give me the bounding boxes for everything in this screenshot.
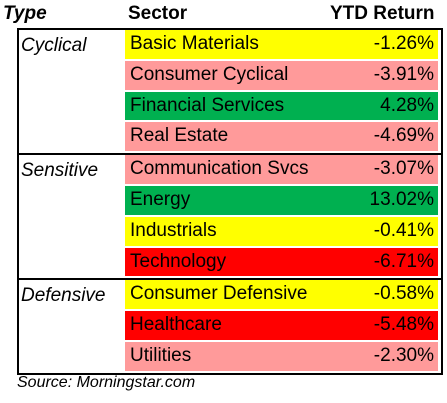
row-highlight <box>125 247 438 277</box>
ytd-return-value: -0.41% <box>373 219 434 241</box>
row-highlight <box>125 30 438 59</box>
group-type-label: Defensive <box>21 285 106 307</box>
table-row: Energy 13.02% <box>125 185 438 217</box>
table-row: Real Estate -4.69% <box>125 122 438 153</box>
table-row: Healthcare -5.48% <box>125 311 438 342</box>
row-highlight <box>125 341 438 371</box>
table-row: Industrials -0.41% <box>125 216 438 248</box>
sector-name: Consumer Defensive <box>130 283 308 305</box>
group-type-label: Cyclical <box>21 35 87 56</box>
table-row: Consumer Defensive -0.58% <box>125 280 438 311</box>
sector-returns-table: Cyclical Basic Materials -1.26% Consumer… <box>17 28 443 375</box>
table-header: Type Sector YTD Return <box>0 0 447 26</box>
table-row: Communication Svcs -3.07% <box>125 155 438 186</box>
sector-name: Financial Services <box>130 94 285 116</box>
header-sector: Sector <box>128 3 188 24</box>
group-defensive: Defensive Consumer Defensive -0.58% Heal… <box>19 280 441 372</box>
sector-name: Communication Svcs <box>130 158 309 180</box>
ytd-return-value: -4.69% <box>373 125 434 147</box>
sector-name: Utilities <box>130 344 192 366</box>
ytd-return-value: -5.48% <box>373 314 434 336</box>
group-type-label: Sensitive <box>21 160 99 182</box>
ytd-return-value: -3.07% <box>373 158 434 180</box>
group-sensitive: Sensitive Communication Svcs -3.07% Ener… <box>19 155 441 281</box>
row-highlight <box>125 216 438 246</box>
group-cyclical: Cyclical Basic Materials -1.26% Consumer… <box>19 30 441 156</box>
table-row: Basic Materials -1.26% <box>125 30 438 61</box>
sector-name: Energy <box>130 188 191 210</box>
sector-name: Technology <box>130 250 227 272</box>
header-type: Type <box>3 3 47 24</box>
ytd-return-value: -2.30% <box>373 344 434 366</box>
ytd-return-value: 13.02% <box>369 188 434 210</box>
ytd-return-value: -6.71% <box>373 250 434 272</box>
sector-name: Industrials <box>130 219 217 241</box>
source-note: Source: Morningstar.com <box>17 374 196 391</box>
table-row: Technology -6.71% <box>125 247 438 279</box>
row-highlight <box>125 91 438 121</box>
row-highlight <box>125 155 438 184</box>
row-highlight <box>125 280 438 310</box>
ytd-return-value: -1.26% <box>373 33 434 54</box>
sector-name: Basic Materials <box>130 33 259 54</box>
table-row: Utilities -2.30% <box>125 341 438 373</box>
ytd-return-value: -0.58% <box>373 283 434 305</box>
sector-name: Healthcare <box>130 314 222 336</box>
row-highlight <box>125 185 438 215</box>
sector-name: Consumer Cyclical <box>130 63 289 85</box>
row-highlight <box>125 122 438 152</box>
row-highlight <box>125 60 438 90</box>
table-row: Financial Services 4.28% <box>125 91 438 123</box>
ytd-return-value: -3.91% <box>373 63 434 85</box>
row-highlight <box>125 311 438 340</box>
sector-name: Real Estate <box>130 125 229 147</box>
table-row: Consumer Cyclical -3.91% <box>125 60 438 92</box>
header-ytd-return: YTD Return <box>330 3 435 24</box>
ytd-return-value: 4.28% <box>380 94 434 116</box>
